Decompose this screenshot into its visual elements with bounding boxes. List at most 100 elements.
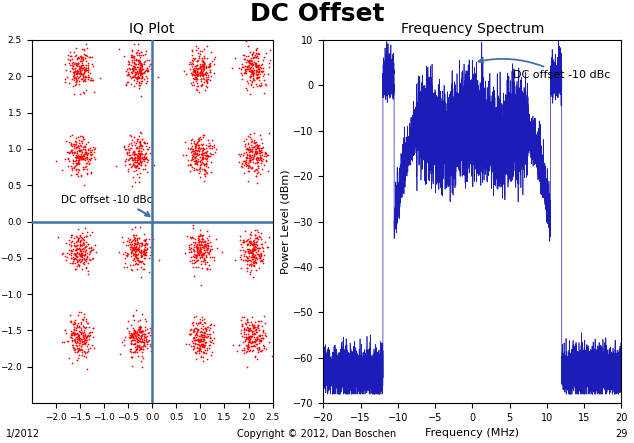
Point xyxy=(138,346,148,353)
Point xyxy=(84,160,94,167)
Point xyxy=(247,241,257,249)
Point xyxy=(127,69,137,76)
Point xyxy=(197,156,207,163)
Point xyxy=(129,239,139,246)
Point xyxy=(201,350,211,357)
Point xyxy=(65,57,75,64)
Point xyxy=(72,68,82,75)
Point xyxy=(251,46,261,53)
Point xyxy=(131,66,141,73)
Point xyxy=(66,142,76,149)
Point xyxy=(201,71,211,78)
Point xyxy=(247,148,257,155)
Point xyxy=(79,327,89,334)
Point xyxy=(247,246,257,253)
Point xyxy=(82,337,92,344)
Point xyxy=(198,325,208,332)
Point xyxy=(199,60,209,67)
Point xyxy=(138,355,148,362)
Point xyxy=(132,153,142,160)
Point xyxy=(204,153,214,160)
Point xyxy=(186,70,197,77)
Point xyxy=(75,137,86,144)
Point xyxy=(191,72,202,79)
Point xyxy=(191,146,201,153)
Point xyxy=(126,140,136,147)
Point xyxy=(77,156,87,163)
Point xyxy=(262,243,272,250)
Point xyxy=(131,251,141,258)
Point xyxy=(75,242,85,249)
Point xyxy=(136,252,146,259)
Point xyxy=(248,68,258,75)
Point xyxy=(207,348,217,355)
Point xyxy=(72,263,82,270)
Point xyxy=(246,229,256,236)
Point xyxy=(77,316,87,323)
Point xyxy=(188,54,198,62)
Point xyxy=(132,156,142,163)
Point xyxy=(253,74,263,81)
Point xyxy=(81,149,91,156)
Point xyxy=(230,256,240,263)
Point xyxy=(252,154,262,161)
Point xyxy=(134,157,145,164)
Point xyxy=(79,241,89,248)
Point xyxy=(239,251,249,258)
Point xyxy=(264,233,274,241)
Point xyxy=(256,147,266,154)
Point xyxy=(73,165,83,172)
Point xyxy=(138,52,148,59)
Point xyxy=(188,318,198,325)
Point xyxy=(193,252,203,259)
Point xyxy=(247,328,257,335)
Point xyxy=(84,156,94,163)
Point xyxy=(181,340,191,347)
Point xyxy=(124,64,134,71)
Point xyxy=(243,346,254,353)
Point xyxy=(198,144,208,151)
Point xyxy=(188,152,198,159)
Point xyxy=(195,68,205,75)
Point xyxy=(79,255,89,262)
Point xyxy=(79,311,89,318)
Point xyxy=(195,335,205,342)
Point xyxy=(134,174,144,181)
Point xyxy=(191,243,202,250)
Point xyxy=(193,250,203,257)
Point xyxy=(124,140,134,148)
Point xyxy=(252,75,262,82)
Point xyxy=(247,68,257,75)
Point xyxy=(257,257,267,264)
Point xyxy=(190,337,200,344)
Point xyxy=(236,160,247,167)
Point xyxy=(132,144,142,151)
Point xyxy=(124,161,134,168)
Point xyxy=(250,241,261,248)
Point xyxy=(74,137,84,144)
Point xyxy=(251,50,261,57)
Point xyxy=(199,60,209,67)
Point xyxy=(77,144,87,151)
Point xyxy=(132,52,142,59)
Point xyxy=(128,252,138,259)
Point xyxy=(256,251,266,258)
Point xyxy=(192,343,202,350)
Point xyxy=(244,58,254,65)
Point xyxy=(83,65,93,72)
Point xyxy=(63,148,74,155)
Point xyxy=(70,144,81,151)
Point xyxy=(72,62,82,70)
Point xyxy=(127,163,138,170)
Point xyxy=(199,64,209,71)
Point xyxy=(202,170,212,177)
Point xyxy=(70,68,80,75)
Point xyxy=(200,168,210,175)
Point xyxy=(243,58,254,66)
Point xyxy=(81,315,91,323)
Point xyxy=(134,161,145,168)
Point xyxy=(134,78,144,85)
Point xyxy=(76,236,86,243)
Point xyxy=(135,69,145,76)
Point xyxy=(127,154,138,161)
